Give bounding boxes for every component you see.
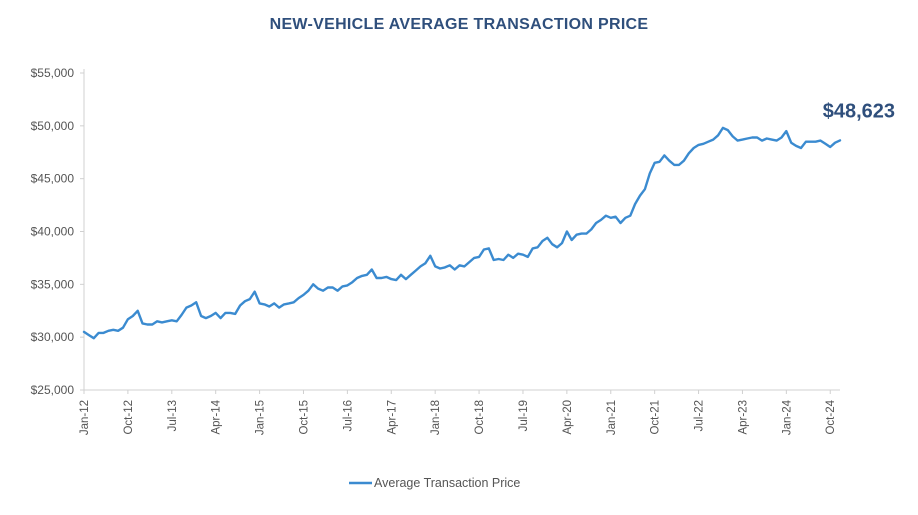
y-tick-label: $40,000: [31, 225, 75, 239]
x-tick-label: Oct-12: [123, 400, 135, 435]
x-tick-label: Jul-16: [342, 400, 354, 431]
x-tick-label: Jan-24: [781, 399, 793, 435]
y-tick-label: $55,000: [31, 66, 75, 80]
y-tick-label: $50,000: [31, 119, 75, 133]
x-tick-label: Apr-20: [562, 400, 574, 435]
x-axis-ticks: Jan-12 Oct-12 Jul-13 Apr-14 Jan-15 Oct-15 Jul-…: [79, 390, 837, 435]
series-line-average-transaction-price: [82, 126, 842, 340]
x-tick-label: Apr-17: [386, 400, 398, 435]
y-tick-label: $45,000: [31, 172, 75, 186]
y-tick-label: $30,000: [31, 330, 75, 344]
y-axis-ticks: $25,000 $30,000 $35,000 $40,000 $45,000 $50,0…: [31, 66, 84, 397]
series-group: [82, 126, 842, 340]
y-tick-label: $25,000: [31, 383, 75, 397]
legend[interactable]: Average Transaction Price: [349, 476, 520, 490]
x-tick-label: Jan-12: [79, 400, 91, 435]
x-tick-label: Jan-18: [430, 400, 442, 435]
legend-label: Average Transaction Price: [374, 476, 520, 490]
x-tick-label: Apr-14: [211, 399, 223, 434]
x-tick-label: Apr-23: [737, 400, 749, 435]
x-tick-label: Jul-19: [518, 400, 530, 431]
y-tick-label: $35,000: [31, 277, 75, 291]
x-tick-label: Oct-24: [825, 399, 837, 434]
x-tick-label: Oct-18: [474, 400, 486, 435]
x-tick-label: Jan-21: [606, 400, 618, 435]
x-tick-label: Oct-15: [298, 400, 310, 435]
x-tick-label: Oct-21: [650, 400, 662, 435]
axes: [83, 69, 840, 391]
chart-title: NEW-VEHICLE AVERAGE TRANSACTION PRICE: [269, 16, 649, 33]
x-tick-label: Jan-15: [255, 400, 267, 435]
x-tick-label: Jul-13: [167, 400, 179, 431]
last-value-callout: $48,623: [823, 100, 895, 122]
x-tick-label: Jul-22: [694, 400, 706, 431]
